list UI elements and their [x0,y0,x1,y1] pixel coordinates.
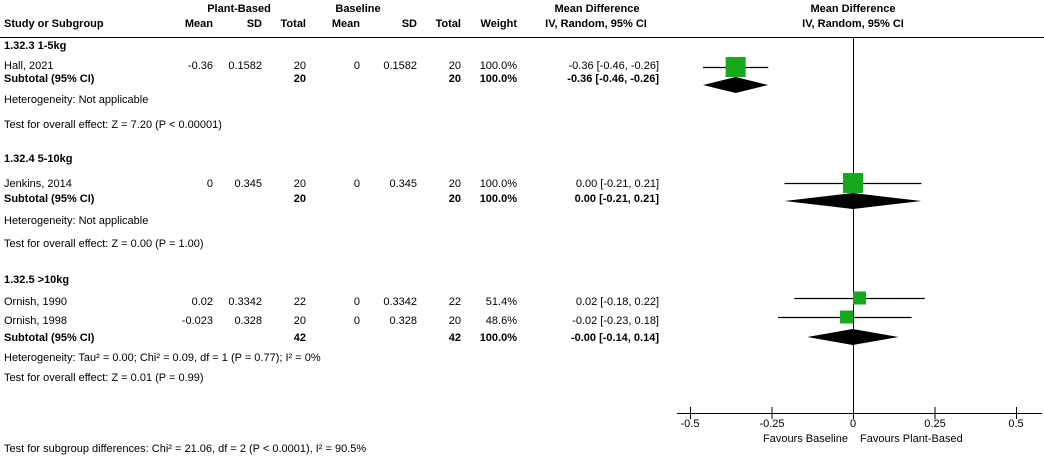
baseline-mean: 0 [353,60,360,72]
plant-mean: 0.02 [191,296,213,308]
md-plot-subtitle: IV, Random, 95% CI [802,18,904,30]
baseline-sd: 0.3342 [383,296,417,308]
favours-plant-based-label: Favours Plant-Based [860,433,963,445]
plant-mean: -0.023 [181,315,213,327]
overall-effect-text: Test for overall effect: Z = 0.01 (P = 0… [4,372,204,384]
baseline-mean: 0 [353,178,360,190]
md-ci-text: 0.02 [-0.18, 0.22] [575,296,659,308]
heterogeneity-text: Heterogeneity: Not applicable [4,215,149,227]
subtotal-label: Subtotal (95% CI) [4,332,95,344]
plant-sd: 0.328 [234,315,262,327]
col-header-plant-mean: Mean [184,18,213,30]
subtotal-weight: 100.0% [479,332,517,344]
subtotal-weight: 100.0% [479,73,517,85]
md-column-title: Mean Difference [554,3,640,15]
subgroup-differences-text: Test for subgroup differences: Chi² = 21… [4,443,367,455]
plant-sd: 0.1582 [228,60,262,72]
study-square [839,310,853,324]
heterogeneity-text: Heterogeneity: Not applicable [4,94,149,106]
subtotal-baseline-total: 20 [448,193,461,205]
subtotal-diamond [703,77,769,93]
md-ci-text: -0.02 [-0.23, 0.18] [572,315,659,327]
overall-effect-text: Test for overall effect: Z = 0.00 (P = 1… [4,238,204,250]
md-plot-title: Mean Difference [810,3,896,15]
study-name: Ornish, 1998 [4,315,67,327]
subgroup-title: 1.32.4 5-10kg [4,153,73,165]
plant-total: 20 [293,178,306,190]
col-header-baseline-sd: SD [401,18,417,30]
baseline-sd: 0.345 [389,178,417,190]
axis-tick-label: 0.5 [1008,418,1024,430]
axis-tick-label: 0.25 [924,418,946,430]
subtotal-baseline-total: 42 [448,332,461,344]
axis-tick-label: 0 [849,418,857,430]
baseline-total: 20 [448,178,461,190]
plant-mean: -0.36 [187,60,213,72]
baseline-sd: 0.328 [389,315,417,327]
baseline-total: 20 [448,315,461,327]
subtotal-diamond [784,193,922,209]
col-header-plant-sd: SD [246,18,262,30]
heterogeneity-text: Heterogeneity: Tau² = 0.00; Chi² = 0.09,… [4,352,321,364]
baseline-mean: 0 [353,315,360,327]
weight-value: 48.6% [485,315,517,327]
md-ci-text: 0.00 [-0.21, 0.21] [575,178,659,190]
subtotal-plant-total: 42 [293,332,306,344]
header-rule [0,37,1044,38]
subtotal-md-ci-text: -0.36 [-0.46, -0.26] [567,73,659,85]
group-header-plant-based: Plant-Based [207,3,271,15]
col-header-baseline-total: Total [435,18,461,30]
subgroup-title: 1.32.5 >10kg [4,274,70,286]
axis-tick-label: -0.25 [759,418,785,430]
weight-value: 100.0% [479,60,517,72]
plant-mean: 0 [206,178,213,190]
col-header-baseline-mean: Mean [331,18,360,30]
favours-baseline-label: Favours Baseline [763,433,848,445]
subgroup-title: 1.32.3 1-5kg [4,40,67,52]
subtotal-plant-total: 20 [293,193,306,205]
study-name: Jenkins, 2014 [4,178,72,190]
study-square [853,291,867,305]
overall-effect-text: Test for overall effect: Z = 7.20 (P < 0… [4,119,222,131]
baseline-sd: 0.1582 [383,60,417,72]
subtotal-label: Subtotal (95% CI) [4,193,95,205]
baseline-total: 20 [448,60,461,72]
col-header-plant-total: Total [280,18,306,30]
study-square [725,57,746,77]
col-header-study: Study or Subgroup [4,18,104,30]
baseline-mean: 0 [353,296,360,308]
plant-sd: 0.3342 [228,296,262,308]
plant-total: 22 [293,296,306,308]
plant-total: 20 [293,60,306,72]
weight-value: 51.4% [485,296,517,308]
subtotal-weight: 100.0% [479,193,517,205]
weight-value: 100.0% [479,178,517,190]
subtotal-md-ci-text: 0.00 [-0.21, 0.21] [574,193,659,205]
subtotal-baseline-total: 20 [448,73,461,85]
subtotal-md-ci-text: -0.00 [-0.14, 0.14] [570,332,659,344]
subtotal-diamond [807,329,899,345]
study-name: Hall, 2021 [4,60,54,72]
plant-sd: 0.345 [234,178,262,190]
group-header-baseline: Baseline [335,3,381,15]
md-ci-text: -0.36 [-0.46, -0.26] [568,60,660,72]
plant-total: 20 [293,315,306,327]
study-name: Ornish, 1990 [4,296,67,308]
md-column-subtitle: IV, Random, 95% CI [545,18,647,30]
col-header-weight: Weight [480,18,517,30]
subtotal-label: Subtotal (95% CI) [4,73,95,85]
subtotal-plant-total: 20 [293,73,306,85]
axis-tick-label: -0.5 [680,418,700,430]
baseline-total: 22 [448,296,461,308]
study-square [843,173,863,193]
